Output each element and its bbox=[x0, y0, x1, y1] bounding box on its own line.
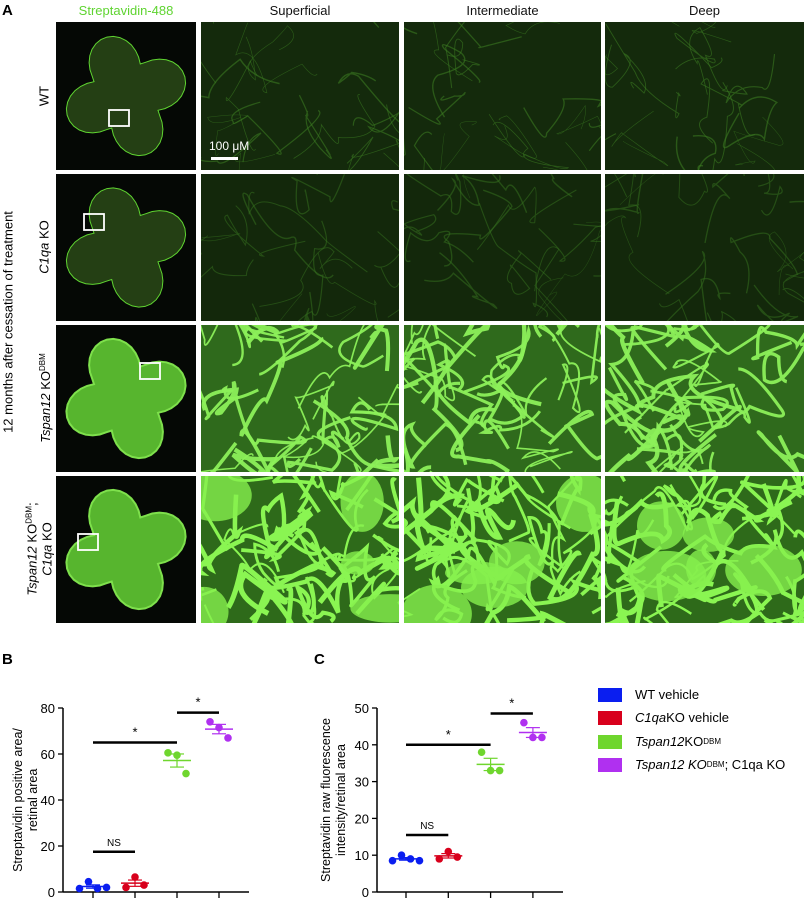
micrograph-wt-superficial bbox=[201, 22, 399, 170]
micrograph-c1qa-whole-mount bbox=[56, 174, 196, 321]
scale-bar bbox=[211, 157, 238, 160]
y-tick-label: 20 bbox=[41, 839, 55, 854]
micrograph-c1qa-deep bbox=[605, 174, 804, 321]
data-point bbox=[388, 856, 397, 865]
legend-swatch bbox=[598, 710, 622, 725]
y-axis-label: intensity/retinal area bbox=[334, 744, 348, 856]
row-label-tspan12: Tspan12 KODBM bbox=[37, 353, 54, 443]
y-tick-label: 40 bbox=[355, 738, 369, 753]
micrograph-c1qa-intermediate bbox=[404, 174, 601, 321]
panel-c-letter: C bbox=[314, 651, 325, 668]
charts: 0 20 40 60 80 Streptavidin positive area/reti… bbox=[11, 695, 563, 900]
micrograph-tspan12-whole-mount bbox=[56, 325, 196, 472]
data-point bbox=[102, 883, 111, 892]
micrograph-wt-deep bbox=[605, 22, 804, 170]
scale-bar-label: 100 μM bbox=[209, 139, 250, 153]
micrograph-c1qa-superficial bbox=[201, 174, 399, 321]
col-header-superficial: Superficial bbox=[269, 3, 331, 18]
legend-swatch bbox=[598, 687, 622, 702]
legend-swatch bbox=[598, 757, 622, 772]
data-point bbox=[435, 855, 444, 863]
data-point bbox=[224, 734, 232, 742]
y-tick-label: 80 bbox=[41, 701, 55, 716]
data-point bbox=[122, 883, 130, 892]
y-axis-label: Streptavidin raw fluorescence bbox=[319, 718, 333, 882]
inset-box bbox=[139, 362, 161, 380]
micrograph-tspan12-deep bbox=[605, 325, 804, 472]
significance-label: * bbox=[195, 695, 200, 710]
legend-item-c1qa: C1qa KO vehicle bbox=[598, 710, 729, 725]
micrograph-double-deep bbox=[605, 476, 804, 623]
y-axis-label: Streptavidin positive area/ bbox=[11, 728, 25, 872]
data-point bbox=[84, 877, 93, 886]
data-point bbox=[520, 718, 528, 727]
data-point bbox=[182, 769, 190, 778]
row-label-double: Tspan12 KODBM; C1qa KO bbox=[24, 502, 55, 596]
y-tick-label: 0 bbox=[48, 885, 55, 900]
legend-item-double: Tspan12 KO DBM; C1qa KO bbox=[598, 757, 785, 772]
inset-box bbox=[77, 533, 99, 551]
micrograph-tspan12-intermediate bbox=[404, 325, 601, 472]
row-label-c1qa: C1qa KO bbox=[36, 220, 52, 274]
col-header-streptavidin: Streptavidin-488 bbox=[78, 3, 174, 18]
significance-label: NS bbox=[107, 838, 121, 849]
legend-item-wt: WT vehicle bbox=[598, 687, 699, 702]
significance-label: * bbox=[446, 727, 451, 742]
inset-box bbox=[83, 213, 105, 231]
data-point bbox=[164, 749, 172, 757]
y-tick-label: 10 bbox=[355, 848, 369, 863]
y-tick-label: 40 bbox=[41, 793, 55, 808]
data-point bbox=[538, 733, 546, 742]
inset-box bbox=[108, 109, 130, 127]
y-tick-label: 0 bbox=[362, 885, 369, 900]
row-label-wt: WT bbox=[36, 85, 52, 107]
micrograph-double-intermediate bbox=[404, 476, 601, 623]
micrograph-tspan12-superficial bbox=[201, 325, 399, 472]
data-point bbox=[131, 873, 139, 881]
col-header-intermediate: Intermediate bbox=[466, 3, 539, 18]
y-tick-label: 50 bbox=[355, 701, 369, 716]
side-label: 12 months after cessation of treatment bbox=[0, 211, 16, 433]
panel-b-letter: B bbox=[2, 651, 13, 668]
micrograph-wt-whole-mount bbox=[56, 22, 196, 170]
y-tick-label: 30 bbox=[355, 775, 369, 790]
panel-a-letter: A bbox=[2, 2, 13, 19]
y-tick-label: 20 bbox=[355, 811, 369, 826]
data-point bbox=[206, 718, 214, 726]
data-point bbox=[477, 748, 486, 756]
significance-label: NS bbox=[420, 821, 434, 832]
legend-swatch bbox=[598, 734, 622, 749]
data-point bbox=[495, 766, 504, 775]
data-point bbox=[453, 853, 462, 861]
micrograph-double-whole-mount bbox=[56, 476, 196, 623]
legend-item-tspan12: Tspan12 KO DBM bbox=[598, 734, 721, 749]
micrograph-double-superficial bbox=[201, 476, 399, 623]
data-point bbox=[415, 856, 424, 865]
y-tick-label: 60 bbox=[41, 747, 55, 762]
significance-label: * bbox=[132, 725, 137, 740]
y-axis-label: retinal area bbox=[26, 769, 40, 832]
micrograph-wt-intermediate bbox=[404, 22, 601, 170]
significance-label: * bbox=[509, 696, 514, 711]
col-header-deep: Deep bbox=[688, 3, 721, 18]
